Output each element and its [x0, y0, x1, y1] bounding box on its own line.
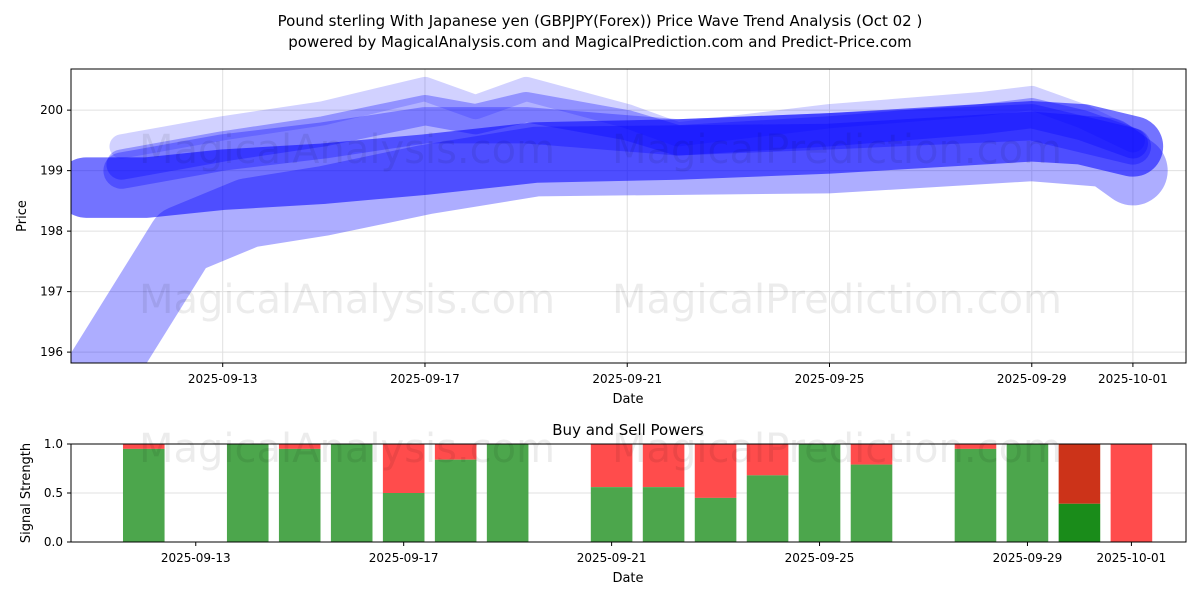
- buy-power-bar: [382, 493, 425, 542]
- buy-power-bar: [642, 487, 685, 542]
- sell-power-bar: [642, 444, 685, 488]
- signal-bars: [122, 444, 1153, 542]
- price-x-label: Date: [612, 392, 643, 407]
- buy-power-bar: [486, 444, 529, 542]
- watermark: MagicalPrediction.com: [612, 127, 1062, 173]
- y-tick-label: 198: [40, 224, 63, 238]
- sell-power-bar: [122, 444, 165, 449]
- sell-power-bar: [590, 444, 633, 488]
- sell-power-bar: [694, 444, 737, 498]
- chart-title: Pound sterling With Japanese yen (GBPJPY…: [278, 12, 923, 30]
- signal-y-label: Signal Strength: [19, 443, 34, 543]
- wave-upper-2: [106, 91, 1149, 180]
- y-tick-label: 199: [40, 164, 63, 178]
- signal-chart-title: Buy and Sell Powers: [552, 421, 704, 439]
- buy-power-bar: [850, 464, 893, 542]
- signal-x-label: Date: [612, 571, 643, 586]
- signal-axes: 0.0 0.5 1.0 2025-09-13 2025-09-17 2025-09-21 2…: [44, 437, 1166, 565]
- sell-power-bar: [850, 444, 893, 465]
- x-tick-label: 2025-09-29: [993, 551, 1063, 565]
- buy-power-bar: [226, 444, 269, 542]
- buy-power-bar: [746, 475, 789, 542]
- price-axes: 196 197 198 199 200 2025-09-13 2025-09-17 2025-…: [40, 103, 1168, 386]
- y-tick-label: 0.0: [44, 535, 63, 549]
- buy-power-bar: [954, 448, 997, 542]
- wave-upper-1: [109, 76, 1146, 159]
- x-tick-label: 2025-10-01: [1097, 551, 1167, 565]
- buy-power-bar: [590, 487, 633, 542]
- sell-power-bar: [278, 444, 321, 449]
- x-tick-label: 2025-09-21: [592, 372, 662, 386]
- chart-subtitle: powered by MagicalAnalysis.com and Magic…: [288, 33, 912, 51]
- x-tick-label: 2025-09-25: [795, 372, 865, 386]
- buy-power-bar: [694, 497, 737, 542]
- buy-power-bar: [1058, 503, 1101, 542]
- y-tick-label: 1.0: [44, 437, 63, 451]
- buy-power-bar: [434, 459, 477, 542]
- x-tick-label: 2025-10-01: [1098, 372, 1168, 386]
- y-tick-label: 197: [40, 285, 63, 299]
- watermark: MagicalPrediction.com: [612, 277, 1062, 323]
- watermark: MagicalAnalysis.com: [139, 426, 555, 472]
- buy-power-bar: [122, 448, 165, 542]
- x-tick-label: 2025-09-17: [369, 551, 439, 565]
- x-tick-label: 2025-09-13: [188, 372, 258, 386]
- sell-power-bar: [1110, 444, 1153, 542]
- watermark: MagicalAnalysis.com: [139, 277, 555, 323]
- x-tick-label: 2025-09-29: [997, 372, 1067, 386]
- wave-main: [71, 101, 1164, 218]
- price-plot-frame: [70, 68, 1187, 364]
- y-tick-label: 200: [40, 103, 63, 117]
- x-tick-label: 2025-09-17: [390, 372, 460, 386]
- wave-mid: [103, 104, 1152, 189]
- price-waves: [71, 76, 1168, 363]
- buy-power-bar: [330, 444, 373, 542]
- x-tick-label: 2025-09-25: [785, 551, 855, 565]
- sell-power-bar: [746, 444, 789, 476]
- x-tick-label: 2025-09-21: [577, 551, 647, 565]
- sell-power-bar: [954, 444, 997, 449]
- y-tick-label: 196: [40, 345, 63, 359]
- buy-power-bar: [798, 444, 841, 542]
- x-tick-label: 2025-09-13: [161, 551, 231, 565]
- y-tick-label: 0.5: [44, 486, 63, 500]
- sell-power-bar: [434, 444, 477, 460]
- watermark: MagicalPrediction.com: [612, 426, 1062, 472]
- sell-power-bar: [1058, 444, 1101, 504]
- price-y-label: Price: [15, 200, 30, 232]
- sell-power-bar: [382, 444, 425, 493]
- watermark: MagicalAnalysis.com: [139, 127, 555, 173]
- buy-power-bar: [278, 448, 321, 542]
- buy-power-bar: [1006, 444, 1049, 542]
